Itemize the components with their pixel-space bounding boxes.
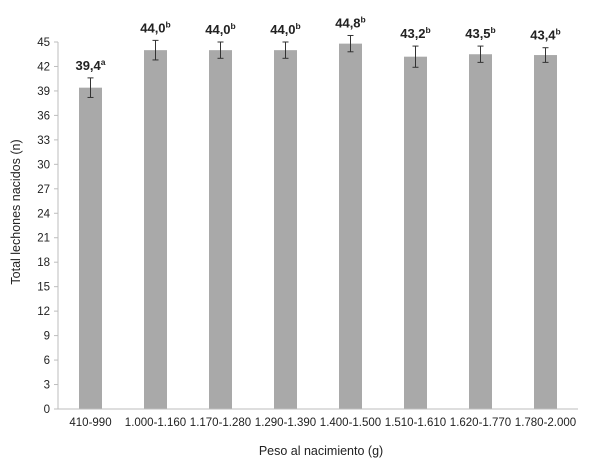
data-label: 43,2b [400,25,431,41]
y-axis-title: Total lechones nacidos (n) [9,139,23,284]
bar [274,50,297,410]
y-tick-label: 18 [37,257,50,269]
y-tick-label: 33 [37,135,50,147]
y-tick-label: 24 [37,208,50,220]
data-label: 43,4b [530,27,561,43]
bar [534,55,557,409]
data-label: 44,0b [205,21,236,37]
data-label: 44,8b [335,14,366,30]
x-axis: 410-990 1.000-1.160 1.170-1.280 1.290-1.390… [58,408,578,429]
x-tick-label: 1.170-1.280 [190,417,251,429]
y-tick-label: 27 [37,184,50,196]
y-tick-label: 21 [37,233,50,245]
x-tick-label: 1.000-1.160 [125,417,186,429]
y-tick-label: 42 [37,61,50,73]
y-tick-label: 12 [37,306,50,318]
bar [469,54,492,409]
y-tick-label: 15 [37,282,50,294]
data-label: 39,4a [75,57,105,73]
bars: 39,4a 44,0b 44,0b 44,0b 44,8b 43,2b 43,5b 43,4b [75,14,561,410]
bar [404,56,427,410]
y-tick-label: 0 [44,404,50,416]
x-tick-label: 410-990 [69,417,111,429]
y-tick-label: 36 [37,110,50,122]
data-label: 44,0b [140,19,171,35]
bar [339,43,362,410]
y-tick-label: 30 [37,159,50,171]
x-tick-label: 1.780-2.000 [515,417,576,429]
data-label: 44,0b [270,21,301,37]
x-tick-label: 1.620-1.770 [450,417,511,429]
x-tick-label: 1.400-1.500 [320,417,381,429]
data-label: 43,5b [465,25,496,41]
y-tick-label: 9 [44,331,50,343]
bar [209,50,232,410]
x-tick-label: 1.510-1.610 [385,417,446,429]
y-tick-label: 3 [44,380,50,392]
y-tick-label: 6 [44,355,50,367]
x-axis-title: Peso al nacimiento (g) [259,444,383,458]
x-tick-label: 1.290-1.390 [255,417,316,429]
y-tick-label: 45 [37,37,50,49]
y-tick-label: 39 [37,86,50,98]
bar [144,50,167,410]
bar [79,87,102,409]
